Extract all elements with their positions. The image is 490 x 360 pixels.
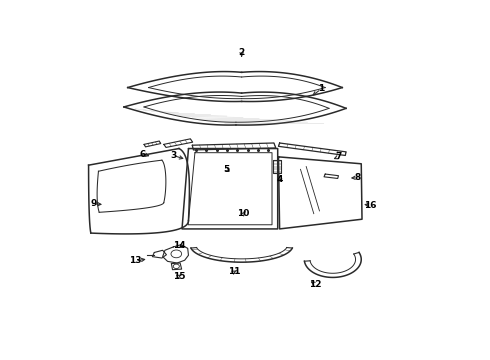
Text: 12: 12 bbox=[309, 280, 322, 289]
Text: 13: 13 bbox=[129, 256, 142, 265]
Text: 10: 10 bbox=[237, 209, 250, 218]
Text: 7: 7 bbox=[335, 152, 342, 161]
Text: 9: 9 bbox=[90, 199, 97, 208]
Text: 14: 14 bbox=[172, 241, 185, 250]
Text: 16: 16 bbox=[365, 201, 377, 210]
Text: 1: 1 bbox=[318, 85, 324, 94]
Text: 8: 8 bbox=[354, 173, 361, 182]
Text: 6: 6 bbox=[140, 150, 146, 158]
Text: 2: 2 bbox=[239, 48, 245, 57]
Text: 3: 3 bbox=[170, 151, 176, 160]
Text: 4: 4 bbox=[276, 175, 283, 184]
Text: 15: 15 bbox=[172, 271, 185, 280]
Text: 5: 5 bbox=[223, 165, 230, 174]
Text: 11: 11 bbox=[228, 267, 240, 276]
